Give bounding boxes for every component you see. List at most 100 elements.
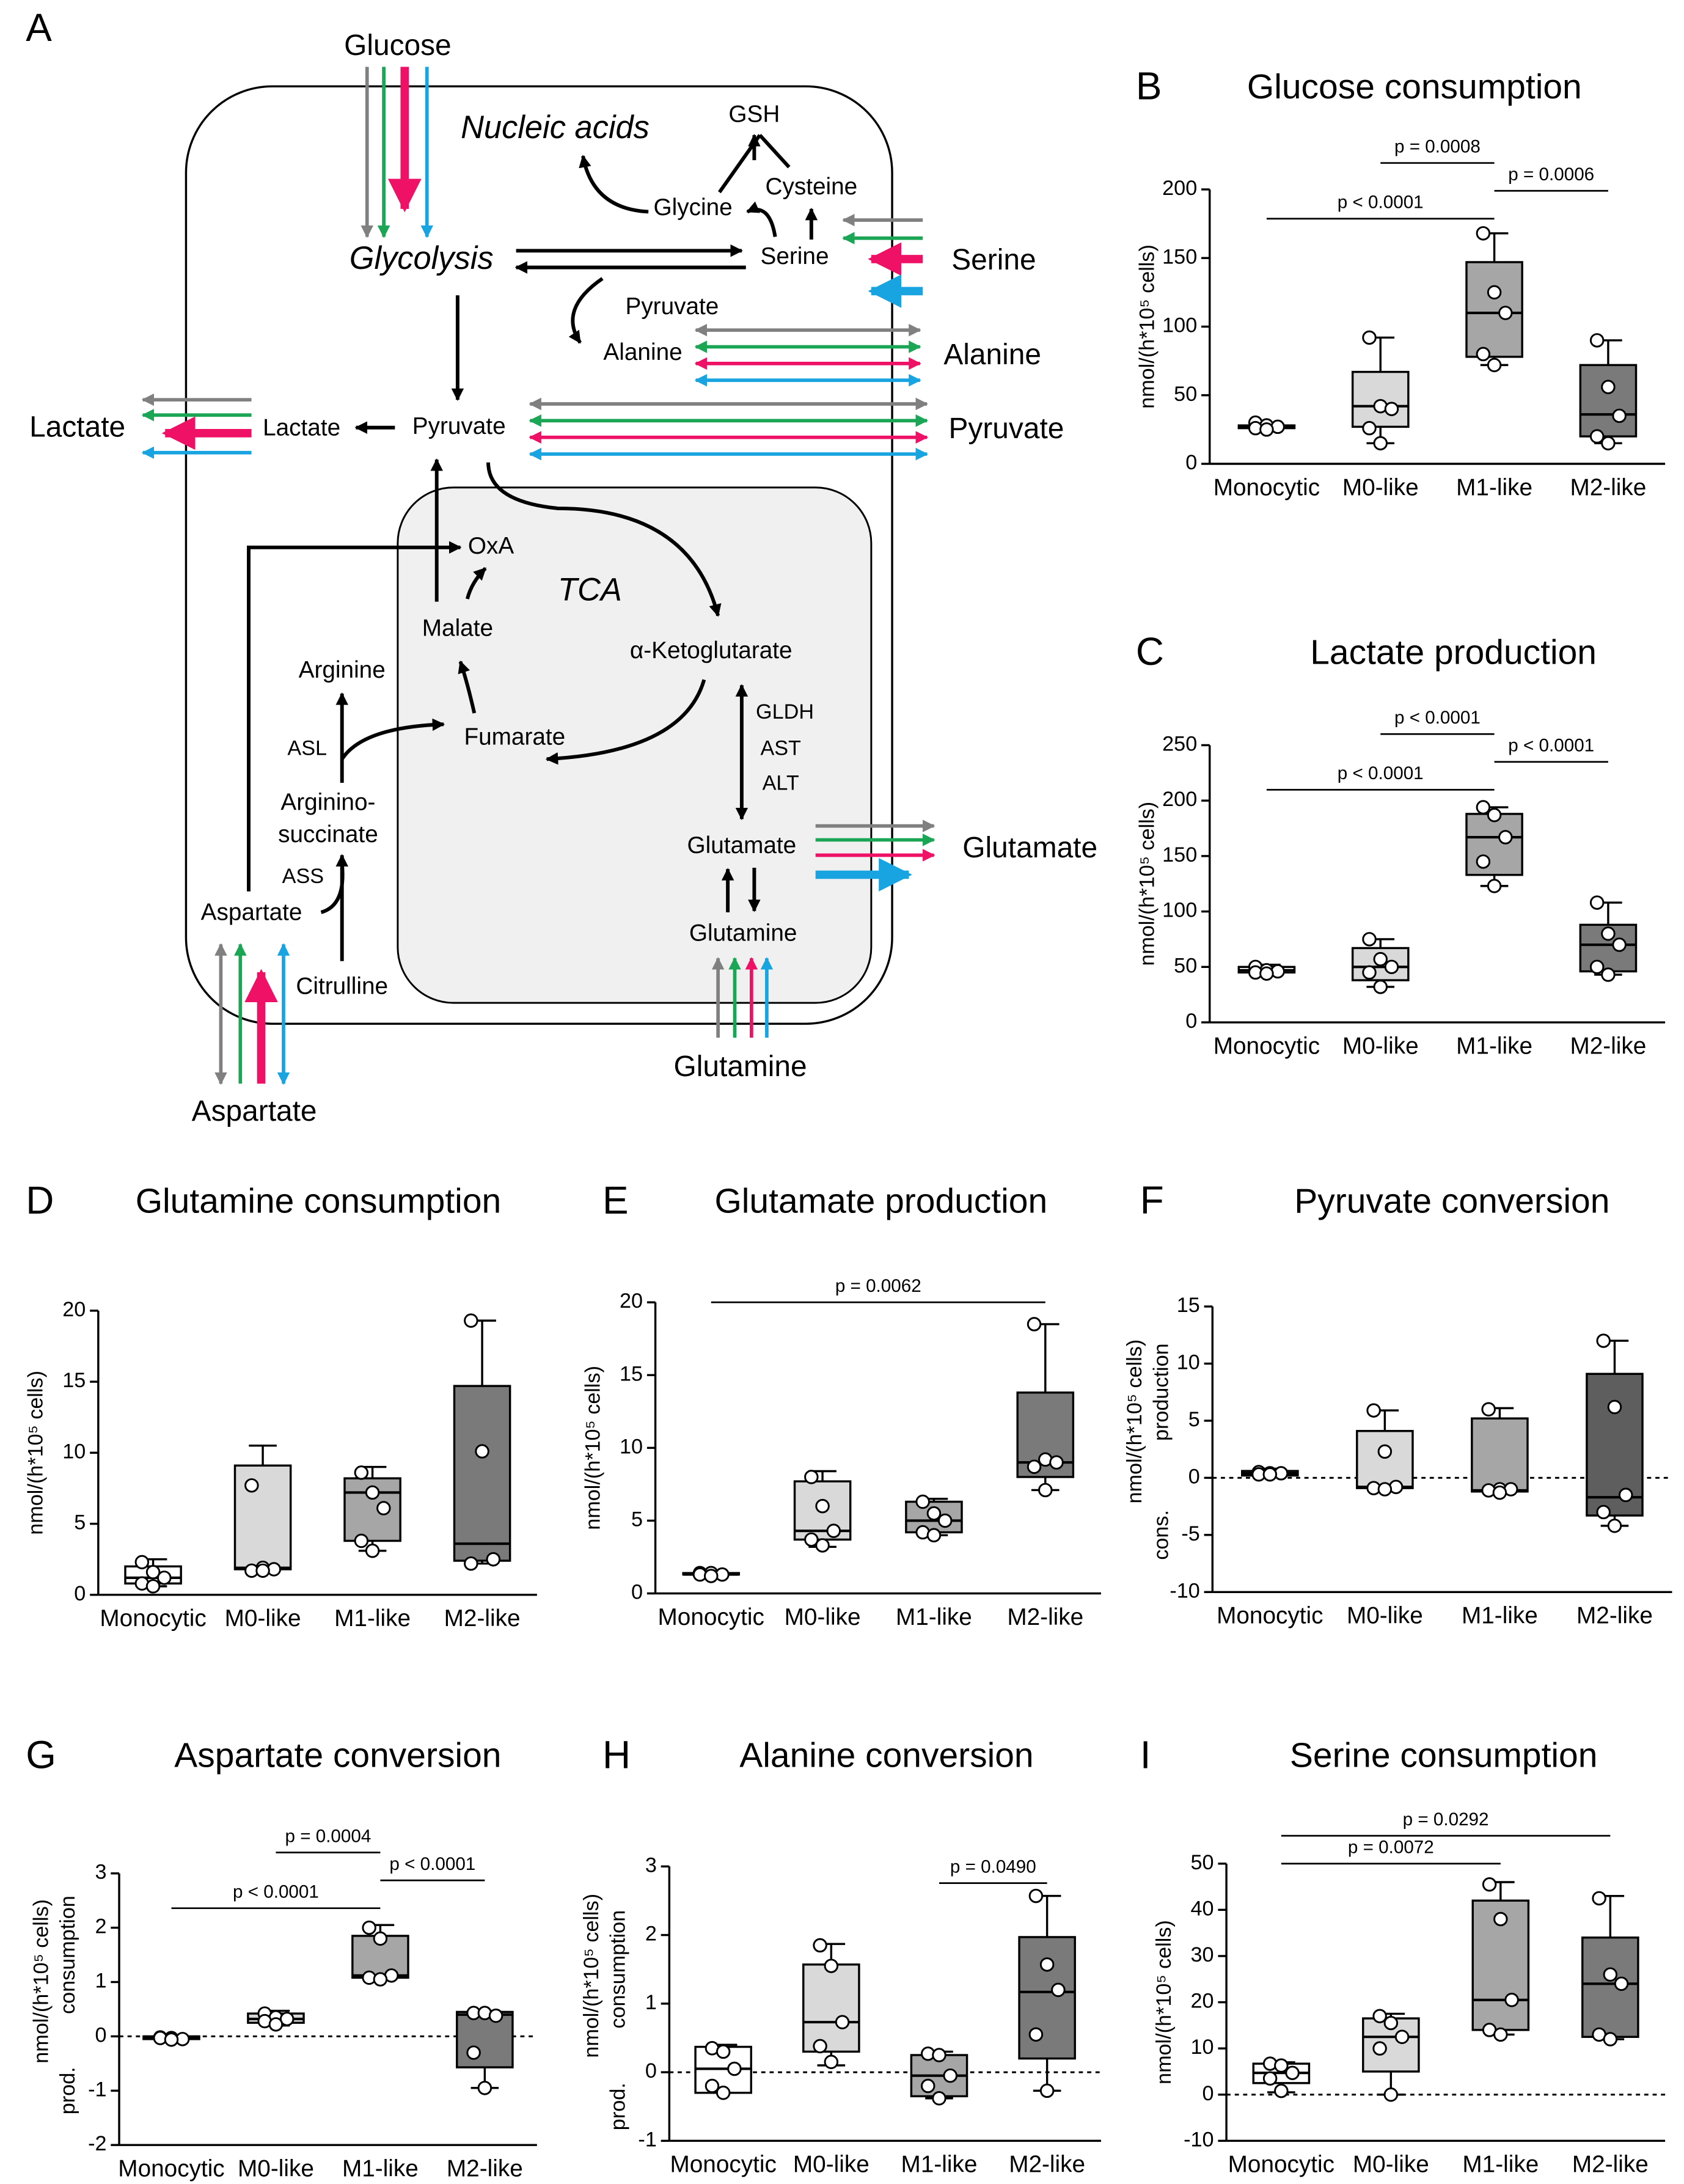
data-point [279,2012,295,2026]
x-tick-label: M0-like [1342,1033,1419,1059]
data-point [1493,2027,1508,2042]
data-point [486,1552,501,1567]
data-point [145,1564,161,1580]
y-axis-label: nmol/(h*10⁵ cells) [1152,1920,1176,2084]
data-point [1589,333,1605,348]
data-point [1384,401,1399,416]
y-axis-label-lower: prod. [606,2083,629,2130]
data-point [1262,2071,1278,2086]
data-point [477,2081,492,2095]
metabolite: Aspartate [192,1095,317,1127]
p-value: p = 0.0292 [1403,1809,1489,1830]
y-tick-label: 10 [62,1440,86,1463]
metabolite: Lactate [29,411,125,444]
data-point [244,1478,259,1493]
chart: E Glutamate production 0 5 10 15 20 nmol/(h*10⁵… [581,1178,1101,1630]
data-point [1492,1485,1507,1500]
data-point [1373,980,1388,994]
data-point [1618,1487,1633,1503]
data-point [373,1931,388,1946]
chart-title: Alanine conversion [739,1736,1033,1775]
p-value: p = 0.0008 [1394,136,1481,156]
box [1465,813,1523,876]
metabolite: Citrulline [296,973,388,999]
y-tick-label: 50 [1191,1851,1214,1874]
data-point [826,1523,841,1538]
chart-title: Pyruvate conversion [1294,1181,1609,1220]
data-point [1607,1519,1622,1533]
y-axis-label-lower: prod. [56,2067,79,2114]
data-point [134,1555,150,1570]
data-point [466,2045,481,2060]
data-point [1038,1482,1053,1498]
data-point [1259,966,1274,981]
metabolite: Arginino- [280,789,375,815]
data-point [932,2048,946,2062]
arrows [141,67,935,1085]
data-point [915,1494,930,1509]
data-point [145,1579,161,1594]
metabolite: Lactate [263,414,340,441]
enzyme: ALT [763,771,799,794]
data-point [926,1528,942,1543]
chart: D Glutamine consumption 0 5 10 15 20 nmol/(h*10… [24,1178,537,1632]
data-point [1476,226,1491,241]
y-tick-label: 3 [645,1853,657,1877]
chart-title: Aspartate conversion [174,1736,501,1775]
y-tick-label: 0 [645,2059,657,2083]
chart-title: Lactate production [1310,632,1597,672]
y-tick-label: 30 [1191,1943,1214,1966]
metabolite: α-Ketoglutarate [630,637,793,664]
data-point [354,1465,369,1480]
metabolite: Glutamate [962,832,1097,864]
chart: H Alanine conversion -1 0 1 2 3 nmol/(h*10⁵ cel… [580,1732,1101,2178]
metabolite: Glutamine [689,920,797,947]
chart: G Aspartate conversion -2 -1 0 1 2 3 nmol/(h*10⁵… [26,1732,537,2182]
data-point [815,1538,830,1553]
data-point [1481,1402,1496,1416]
x-tick-label: M0-like [793,2152,869,2178]
y-tick-label: 150 [1162,245,1197,268]
data-point [1372,2041,1387,2056]
y-tick-label: 15 [620,1362,643,1385]
box [1586,1372,1644,1517]
data-point [813,1938,827,1953]
box [802,1963,860,2053]
x-tick-label: M0-like [238,2155,314,2182]
y-tick-label: 5 [74,1511,86,1534]
chart-title: Glutamine consumption [136,1181,501,1220]
p-value: p < 0.0001 [233,1882,319,1902]
p-value: p < 0.0001 [1338,763,1424,783]
data-point [937,1513,953,1528]
y-axis-label: nmol/(h*10⁵ cells) [1123,1339,1146,1504]
data-point [1372,2009,1387,2023]
data-point [926,1506,942,1521]
data-point [1498,306,1513,320]
x-tick-label: M0-like [785,1604,861,1630]
x-tick-label: Monocytic [658,1604,764,1630]
pathway: Nucleic acids [461,110,650,145]
box [1471,1417,1529,1493]
x-tick-label: M1-like [1456,474,1532,500]
pathway: TCA [558,573,622,608]
data-point [362,1920,376,1935]
y-tick-label: 10 [1191,2036,1214,2059]
data-point [1476,800,1491,815]
data-point [464,1313,478,1328]
data-point [464,1556,478,1571]
data-point [1612,408,1627,423]
data-point [268,2017,284,2032]
metabolite: Glutamine [674,1050,807,1083]
panel-label: G [26,1732,56,1776]
metabolite: OxA [468,533,514,559]
y-tick-label: 0 [95,2023,106,2047]
data-point [1383,2087,1399,2102]
panel-label: H [602,1732,631,1776]
enzyme: ASL [287,736,327,760]
x-tick-label: M0-like [1347,1603,1423,1629]
y-tick-label: 200 [1162,177,1197,200]
chart: F Pyruvate conversion -10 -5 0 5 10 15 nmol/(h*1… [1123,1178,1672,1629]
data-point [1366,1403,1381,1418]
diagram-labels: Glucose Nucleic acids GSH Cysteine Glyci… [29,29,1097,1127]
